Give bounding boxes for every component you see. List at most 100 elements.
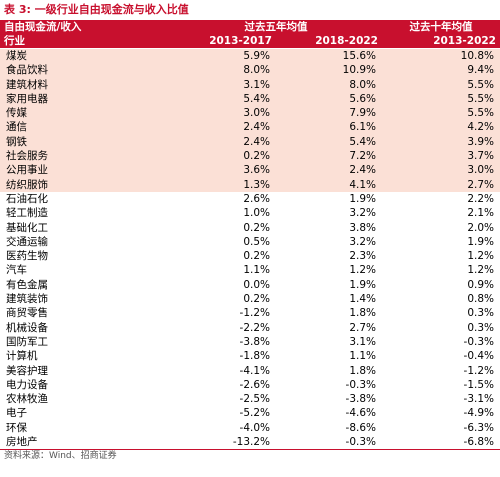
value-2013-2022: 0.8% — [467, 293, 494, 306]
value-2013-2022: -1.5% — [463, 378, 494, 391]
table-row: 纺织服饰 1.3% 4.1% 2.7% — [0, 177, 500, 192]
value-2018-2022: 10.9% — [276, 63, 382, 78]
value-2013-2017: 3.0% — [170, 106, 276, 121]
value-2018-2022: 1.9% — [349, 278, 376, 291]
header-col-2013-2017: 2013-2017 — [170, 34, 276, 49]
header-col-2013-2022: 2013-2022 — [382, 34, 500, 49]
value-2013-2022: -1.2% — [463, 364, 494, 377]
value-2013-2022: 5.5% — [382, 106, 500, 121]
table-row: 电力设备 -2.6% -0.3% -1.5% — [0, 378, 500, 392]
table-row: 电子 -5.2% -4.6% -4.9% — [0, 406, 500, 420]
value-2018-2022: 1.9% — [349, 192, 376, 205]
industry-name: 通信 — [0, 120, 170, 135]
value-2018-2022: 2.3% — [349, 250, 376, 263]
value-2018-2022: 1.8% — [349, 307, 376, 320]
industry-name: 轻工制造 — [6, 207, 48, 220]
header-metric-label: 自由现金流/收入 — [0, 20, 170, 34]
value-2018-2022: 8.0% — [276, 77, 382, 92]
industry-name: 电力设备 — [6, 378, 48, 391]
table-row: 传媒 3.0% 7.9% 5.5% — [0, 106, 500, 121]
value-2018-2022: -8.6% — [345, 421, 376, 434]
value-2013-2022: 9.4% — [382, 63, 500, 78]
value-2013-2017: 3.6% — [170, 163, 276, 178]
value-2013-2022: -3.1% — [463, 393, 494, 406]
industry-name: 交通运输 — [6, 235, 48, 248]
value-2013-2022: -0.4% — [463, 350, 494, 363]
value-2013-2017: 0.5% — [243, 235, 270, 248]
value-2018-2022: 15.6% — [276, 48, 382, 64]
table-body: 煤炭 5.9% 15.6% 10.8% 食品饮料 8.0% 10.9% 9.4% 建筑材料 3.1… — [0, 48, 500, 450]
value-2013-2017: -4.0% — [239, 421, 270, 434]
value-2013-2022: -6.8% — [463, 436, 494, 449]
table-row: 计算机 -1.8% 1.1% -0.4% — [0, 349, 500, 363]
industry-name: 公用事业 — [0, 163, 170, 178]
table-row: 基础化工 0.2% 3.8% 2.0% — [0, 221, 500, 235]
value-2018-2022: 1.8% — [349, 364, 376, 377]
industry-name: 煤炭 — [0, 48, 170, 64]
industry-name: 房地产 — [6, 436, 38, 449]
industry-name: 医药生物 — [6, 250, 48, 263]
value-2013-2017: -2.2% — [239, 321, 270, 334]
table-row: 环保 -4.0% -8.6% -6.3% — [0, 421, 500, 435]
header-col-2018-2022: 2018-2022 — [276, 34, 382, 49]
value-2013-2017: -2.6% — [239, 378, 270, 391]
header-group-5yr: 过去五年均值 — [170, 20, 382, 34]
table-row: 商贸零售 -1.2% 1.8% 0.3% — [0, 306, 500, 320]
table-row: 有色金属 0.0% 1.9% 0.9% — [0, 278, 500, 292]
table-row: 轻工制造 1.0% 3.2% 2.1% — [0, 206, 500, 220]
value-2013-2022: 5.5% — [382, 77, 500, 92]
table-row: 农林牧渔 -2.5% -3.8% -3.1% — [0, 392, 500, 406]
industry-name: 社会服务 — [0, 149, 170, 164]
table-row: 通信 2.4% 6.1% 4.2% — [0, 120, 500, 135]
table-row: 美容护理 -4.1% 1.8% -1.2% — [0, 364, 500, 378]
value-2013-2017: 8.0% — [170, 63, 276, 78]
value-2018-2022: -0.3% — [345, 378, 376, 391]
value-2013-2017: -4.1% — [239, 364, 270, 377]
value-2013-2022: 2.0% — [467, 221, 494, 234]
value-2013-2022: 0.3% — [467, 321, 494, 334]
table-row: 机械设备 -2.2% 2.7% 0.3% — [0, 321, 500, 335]
value-2013-2022: 2.1% — [467, 207, 494, 220]
industry-name: 纺织服饰 — [0, 177, 170, 192]
value-2013-2022: 1.2% — [467, 250, 494, 263]
value-2013-2022: 2.7% — [382, 177, 500, 192]
value-2013-2017: 2.4% — [170, 134, 276, 150]
value-2018-2022: 4.1% — [276, 177, 382, 192]
value-2018-2022: 1.2% — [349, 264, 376, 277]
value-2013-2022: 1.2% — [467, 264, 494, 277]
header-industry-label: 行业 — [0, 34, 170, 49]
value-2013-2017: 1.3% — [170, 177, 276, 192]
value-2013-2022: 2.2% — [467, 192, 494, 205]
value-2013-2017: -5.2% — [239, 407, 270, 420]
value-2013-2017: -2.5% — [239, 393, 270, 406]
industry-name: 汽车 — [6, 264, 27, 277]
value-2013-2022: 3.0% — [382, 163, 500, 178]
header-row-2: 行业 2013-2017 2018-2022 2013-2022 — [0, 34, 500, 49]
value-2018-2022: 1.1% — [349, 350, 376, 363]
value-2013-2022: -0.3% — [463, 335, 494, 348]
industry-name: 商贸零售 — [6, 307, 48, 320]
industry-name: 国防军工 — [6, 335, 48, 348]
value-2018-2022: 2.7% — [349, 321, 376, 334]
table-row: 汽车 1.1% 1.2% 1.2% — [0, 263, 500, 277]
header-row-1: 自由现金流/收入 过去五年均值 过去十年均值 — [0, 20, 500, 34]
industry-name: 计算机 — [6, 350, 38, 363]
value-2013-2022: 4.2% — [382, 120, 500, 135]
table-row: 国防军工 -3.8% 3.1% -0.3% — [0, 335, 500, 349]
table-row: 交通运输 0.5% 3.2% 1.9% — [0, 235, 500, 249]
value-2018-2022: 5.4% — [276, 134, 382, 150]
value-2013-2022: 5.5% — [382, 91, 500, 107]
table-row: 家用电器 5.4% 5.6% 5.5% — [0, 91, 500, 107]
source-note: 资料来源：Wind、招商证券 — [0, 449, 500, 463]
value-2013-2017: 5.9% — [170, 48, 276, 64]
value-2013-2022: 10.8% — [382, 48, 500, 64]
value-2013-2022: 0.3% — [467, 307, 494, 320]
value-2013-2017: 0.0% — [243, 278, 270, 291]
value-2018-2022: 7.2% — [276, 149, 382, 164]
value-2018-2022: 3.1% — [349, 335, 376, 348]
value-2018-2022: 5.6% — [276, 91, 382, 107]
value-2018-2022: 7.9% — [276, 106, 382, 121]
value-2013-2017: 5.4% — [170, 91, 276, 107]
table-row: 社会服务 0.2% 7.2% 3.7% — [0, 149, 500, 164]
value-2013-2017: 0.2% — [170, 149, 276, 164]
